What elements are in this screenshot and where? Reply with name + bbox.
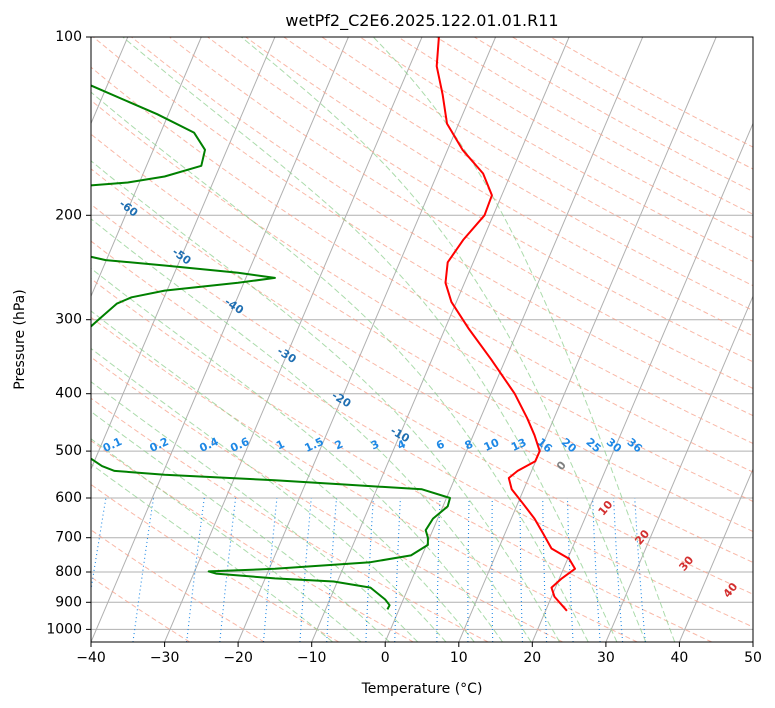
moist-adiabat-line xyxy=(91,218,532,642)
y-tick-label: 600 xyxy=(55,490,82,506)
y-tick-label: 1000 xyxy=(46,621,82,637)
y-tick-label: 700 xyxy=(55,530,82,546)
isotherm-line xyxy=(164,37,423,642)
moist-adiabat-line xyxy=(122,37,618,642)
y-tick-label: 500 xyxy=(55,443,82,459)
moist-adiabat-line xyxy=(91,91,589,642)
y-tick-label: 400 xyxy=(55,386,82,402)
isotherm-line xyxy=(237,37,497,642)
dry-adiabat-line xyxy=(207,37,753,363)
x-tick-label: −10 xyxy=(297,650,327,666)
dewpoint-profile-line xyxy=(91,84,451,610)
x-tick-label: 20 xyxy=(523,650,541,666)
isotherm-line xyxy=(605,294,753,642)
dry-adiabats xyxy=(91,37,753,642)
x-tick-label: 40 xyxy=(670,650,688,666)
x-tick-label: −30 xyxy=(150,650,180,666)
y-tick-label: 100 xyxy=(55,29,82,45)
dry-adiabat-line xyxy=(91,483,340,642)
chart-title: wetPf2_C2E6.2025.122.01.01.R11 xyxy=(285,11,558,31)
x-tick-label: 10 xyxy=(450,650,468,666)
dry-adiabat-line xyxy=(91,316,638,642)
x-tick-label: −40 xyxy=(76,650,106,666)
axes: −40 −30 −20 −10 0 10 20 30 40 50 100 200 300 400 500 60… xyxy=(46,29,762,666)
moist-adiabat-line xyxy=(91,310,475,642)
isotherm-line xyxy=(458,37,717,642)
dry-adiabat-line xyxy=(91,240,753,628)
dry-adiabat-line xyxy=(91,203,753,595)
temperature-profile-line xyxy=(435,37,576,612)
dry-adiabat-line xyxy=(91,99,753,502)
plot-frame xyxy=(90,36,754,643)
x-tick-label: 0 xyxy=(381,650,390,666)
isotherm-line xyxy=(91,37,202,298)
x-tick-label: −20 xyxy=(223,650,253,666)
sounding-series xyxy=(91,37,576,612)
y-tick-label: 300 xyxy=(55,312,82,328)
moist-adiabat-line xyxy=(372,37,676,642)
moist-adiabat-line xyxy=(91,410,390,642)
dry-adiabat-line xyxy=(91,168,753,563)
dry-adiabat-line xyxy=(91,397,489,642)
mixing-ratio-label: 10 xyxy=(482,436,502,454)
isotherm-line xyxy=(91,37,276,471)
x-tick-label: 30 xyxy=(597,650,615,666)
dry-adiabat-line xyxy=(91,133,753,533)
y-tick-label: 800 xyxy=(55,564,82,580)
mixing-ratio-label: 13 xyxy=(509,436,528,454)
moist-adiabat-line xyxy=(91,438,362,642)
dry-adiabat-line xyxy=(169,37,753,389)
x-tick-label: 50 xyxy=(744,650,762,666)
dry-adiabat-line xyxy=(91,278,713,642)
moist-adiabat-line xyxy=(91,463,334,642)
isotherm-line xyxy=(531,122,753,642)
y-tick-label: 900 xyxy=(55,594,82,610)
x-axis-label: Temperature (°C) xyxy=(361,681,483,697)
isotherm-line xyxy=(678,467,753,642)
dry-adiabat-line xyxy=(131,37,753,417)
y-tick-label: 200 xyxy=(55,207,82,223)
dry-adiabat-line xyxy=(91,356,563,642)
isotherm-line xyxy=(91,37,349,642)
moist-adiabat-line xyxy=(91,347,447,642)
plot-area: 0.10.20.40.611.52346810131620253036-100-… xyxy=(91,37,753,642)
y-axis-label: Pressure (hPa) xyxy=(12,289,28,389)
moist-adiabat-line xyxy=(240,37,647,642)
dry-adiabat-line xyxy=(91,529,265,642)
